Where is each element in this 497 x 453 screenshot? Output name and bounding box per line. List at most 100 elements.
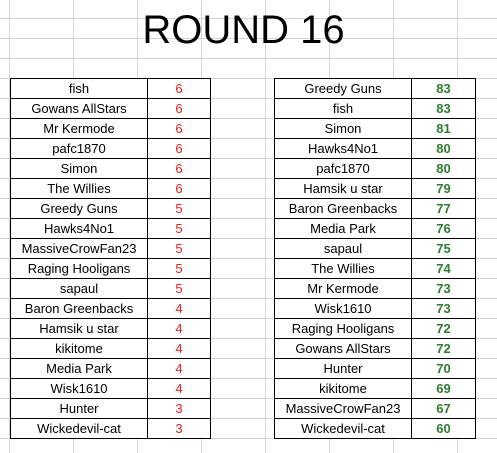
team-name-cell[interactable]: Baron Greenbacks: [274, 198, 412, 219]
score-cell[interactable]: 70: [411, 358, 476, 379]
score-cell[interactable]: 6: [147, 78, 211, 99]
team-name-cell[interactable]: MassiveCrowFan23: [274, 398, 412, 419]
team-name-cell[interactable]: Hunter: [274, 358, 412, 379]
team-name-cell[interactable]: The Willies: [10, 178, 148, 199]
table-row: Raging Hooligans 72: [274, 318, 476, 339]
table-row: fish 6: [10, 78, 211, 99]
table-row: Gowans AllStars 6: [10, 98, 211, 119]
score-cell[interactable]: 6: [147, 178, 211, 199]
score-cell[interactable]: 72: [411, 338, 476, 359]
score-cell[interactable]: 73: [411, 298, 476, 319]
table-row: MassiveCrowFan23 67: [274, 398, 476, 419]
table-row: The Willies 74: [274, 258, 476, 279]
table-row: Simon 6: [10, 158, 211, 179]
score-cell[interactable]: 67: [411, 398, 476, 419]
round-scores-table: fish 6 Gowans AllStars 6 Mr Kermode 6 pafc1870…: [10, 78, 211, 439]
table-row: pafc1870 6: [10, 138, 211, 159]
team-name-cell[interactable]: kikitome: [10, 338, 148, 359]
score-cell[interactable]: 4: [147, 318, 211, 339]
team-name-cell[interactable]: Wickedevil-cat: [10, 418, 148, 439]
team-name-cell[interactable]: The Willies: [274, 258, 412, 279]
team-name-cell[interactable]: pafc1870: [10, 138, 148, 159]
team-name-cell[interactable]: Simon: [274, 118, 412, 139]
team-name-cell[interactable]: Wickedevil-cat: [274, 418, 412, 439]
score-cell[interactable]: 3: [147, 418, 211, 439]
team-name-cell[interactable]: sapaul: [10, 278, 148, 299]
team-name-cell[interactable]: Hawks4No1: [10, 218, 148, 239]
team-name-cell[interactable]: pafc1870: [274, 158, 412, 179]
team-name-cell[interactable]: Hunter: [10, 398, 148, 419]
score-cell[interactable]: 83: [411, 98, 476, 119]
team-name-cell[interactable]: Greedy Guns: [274, 78, 412, 99]
team-name-cell[interactable]: Baron Greenbacks: [10, 298, 148, 319]
score-cell[interactable]: 6: [147, 98, 211, 119]
score-cell[interactable]: 83: [411, 78, 476, 99]
table-row: Hawks4No1 5: [10, 218, 211, 239]
team-name-cell[interactable]: Mr Kermode: [10, 118, 148, 139]
team-name-cell[interactable]: Gowans AllStars: [274, 338, 412, 359]
score-cell[interactable]: 5: [147, 278, 211, 299]
score-cell[interactable]: 4: [147, 298, 211, 319]
score-cell[interactable]: 6: [147, 118, 211, 139]
score-cell[interactable]: 4: [147, 358, 211, 379]
table-row: Hawks4No1 80: [274, 138, 476, 159]
score-cell[interactable]: 77: [411, 198, 476, 219]
score-cell[interactable]: 80: [411, 158, 476, 179]
team-name-cell[interactable]: Hamsik u star: [10, 318, 148, 339]
team-name-cell[interactable]: Wisk1610: [10, 378, 148, 399]
score-cell[interactable]: 6: [147, 158, 211, 179]
score-cell[interactable]: 5: [147, 258, 211, 279]
score-cell[interactable]: 5: [147, 198, 211, 219]
table-row: Wisk1610 73: [274, 298, 476, 319]
score-cell[interactable]: 80: [411, 138, 476, 159]
table-row: Wickedevil-cat 3: [10, 418, 211, 439]
table-row: Gowans AllStars 72: [274, 338, 476, 359]
table-row: MassiveCrowFan23 5: [10, 238, 211, 259]
table-row: Mr Kermode 73: [274, 278, 476, 299]
team-name-cell[interactable]: Gowans AllStars: [10, 98, 148, 119]
team-name-cell[interactable]: Raging Hooligans: [274, 318, 412, 339]
team-name-cell[interactable]: Wisk1610: [274, 298, 412, 319]
table-row: Wisk1610 4: [10, 378, 211, 399]
team-name-cell[interactable]: Mr Kermode: [274, 278, 412, 299]
score-cell[interactable]: 69: [411, 378, 476, 399]
team-name-cell[interactable]: Simon: [10, 158, 148, 179]
score-cell[interactable]: 60: [411, 418, 476, 439]
score-cell[interactable]: 75: [411, 238, 476, 259]
score-cell[interactable]: 76: [411, 218, 476, 239]
table-row: Media Park 76: [274, 218, 476, 239]
team-name-cell[interactable]: fish: [10, 78, 148, 99]
score-cell[interactable]: 5: [147, 238, 211, 259]
team-name-cell[interactable]: MassiveCrowFan23: [10, 238, 148, 259]
score-cell[interactable]: 5: [147, 218, 211, 239]
team-name-cell[interactable]: sapaul: [274, 238, 412, 259]
table-row: Media Park 4: [10, 358, 211, 379]
table-row: Raging Hooligans 5: [10, 258, 211, 279]
score-cell[interactable]: 74: [411, 258, 476, 279]
table-row: kikitome 4: [10, 338, 211, 359]
table-row: Simon 81: [274, 118, 476, 139]
table-row: Greedy Guns 5: [10, 198, 211, 219]
table-row: fish 83: [274, 98, 476, 119]
team-name-cell[interactable]: Media Park: [274, 218, 412, 239]
table-row: The Willies 6: [10, 178, 211, 199]
score-cell[interactable]: 81: [411, 118, 476, 139]
team-name-cell[interactable]: Hamsik u star: [274, 178, 412, 199]
score-cell[interactable]: 6: [147, 138, 211, 159]
score-cell[interactable]: 79: [411, 178, 476, 199]
score-cell[interactable]: 4: [147, 378, 211, 399]
table-row: Wickedevil-cat 60: [274, 418, 476, 439]
total-scores-table: Greedy Guns 83 fish 83 Simon 81 Hawks4No1 80 paf…: [274, 78, 476, 439]
score-cell[interactable]: 72: [411, 318, 476, 339]
score-cell[interactable]: 73: [411, 278, 476, 299]
team-name-cell[interactable]: kikitome: [274, 378, 412, 399]
table-row: Baron Greenbacks 4: [10, 298, 211, 319]
team-name-cell[interactable]: Media Park: [10, 358, 148, 379]
team-name-cell[interactable]: Raging Hooligans: [10, 258, 148, 279]
team-name-cell[interactable]: fish: [274, 98, 412, 119]
score-cell[interactable]: 4: [147, 338, 211, 359]
team-name-cell[interactable]: Greedy Guns: [10, 198, 148, 219]
table-row: pafc1870 80: [274, 158, 476, 179]
team-name-cell[interactable]: Hawks4No1: [274, 138, 412, 159]
score-cell[interactable]: 3: [147, 398, 211, 419]
